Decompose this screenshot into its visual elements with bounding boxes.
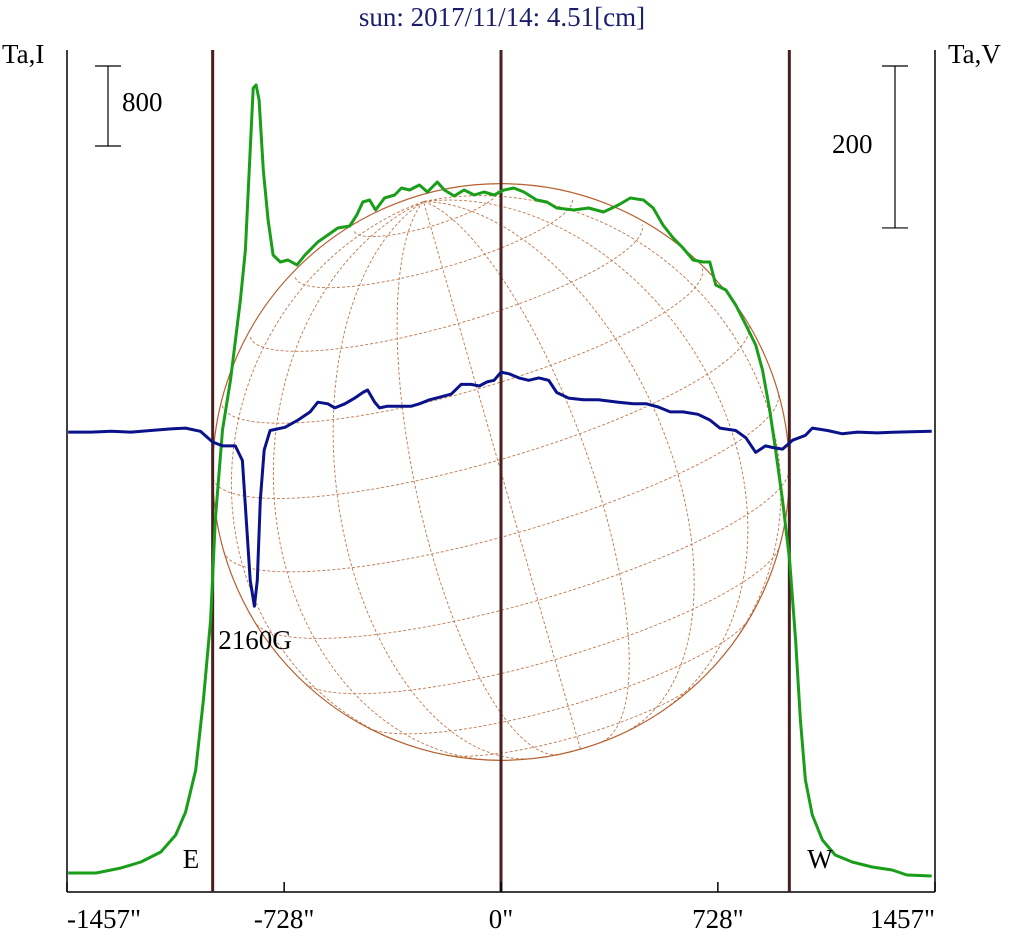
- grid-curve: [256, 471, 790, 639]
- grid-curve: [272, 201, 497, 761]
- grid-curve: [223, 392, 780, 573]
- x-tick-label: 1457": [870, 904, 935, 934]
- x-tick-label: 0": [489, 904, 514, 934]
- annotation: 2160G: [218, 625, 292, 655]
- scale-bar-label: 200: [832, 129, 873, 159]
- grid-curve: [221, 267, 704, 424]
- grid-curve: [396, 201, 559, 756]
- scale-bar-label: 800: [122, 87, 163, 117]
- x-tick-label: -728": [254, 904, 315, 934]
- grid-curve: [423, 199, 749, 715]
- right-axis-label: Ta,V: [948, 39, 1001, 69]
- annotation: E: [183, 844, 200, 874]
- series-line: [68, 370, 932, 608]
- grid-curve: [423, 201, 695, 731]
- left-axis-label: Ta,I: [2, 39, 44, 69]
- annotation: W: [807, 844, 833, 874]
- grid-curve: [212, 325, 750, 499]
- grid-curve: [304, 547, 780, 695]
- x-tick-label: -1457": [67, 904, 141, 934]
- grid-curve: [249, 224, 643, 352]
- x-tick-label: 728": [692, 904, 744, 934]
- grid-curve: [369, 619, 749, 735]
- sun-grid: [212, 190, 790, 761]
- grid-curve: [294, 197, 574, 289]
- grid-curve: [423, 201, 581, 750]
- chart-title: sun: 2017/11/14: 4.51[cm]: [359, 2, 645, 32]
- grid-curve: [332, 201, 529, 760]
- grid-curve: [230, 201, 424, 747]
- series-line: [68, 83, 932, 878]
- grid-curve: [423, 201, 630, 743]
